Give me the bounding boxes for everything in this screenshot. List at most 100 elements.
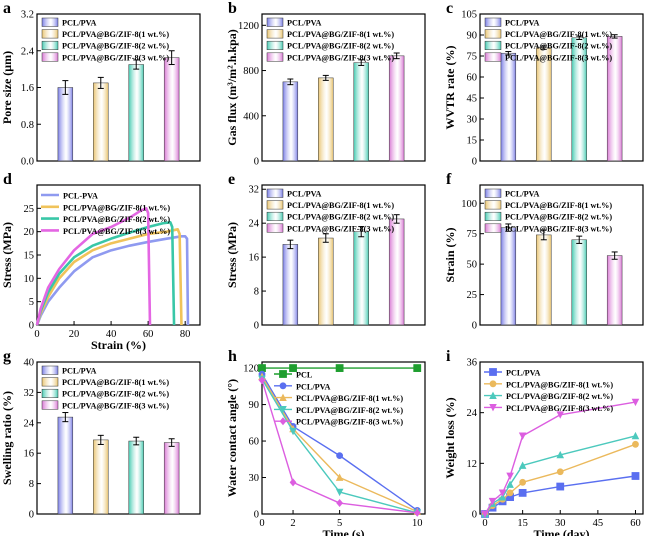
series-line <box>35 221 176 326</box>
panel-g: 0 8 16 24 32 40 Swelling ratio (%) g PCL/PVA PCL/… <box>0 348 201 521</box>
legend-label: PCL/PVA@BG/ZIF-8(2 wt.%) <box>505 42 612 51</box>
series-line <box>261 376 418 513</box>
y-axis-label: Gas flux (m³/m².h.kpa) <box>225 29 239 146</box>
bar <box>353 231 369 326</box>
data-point <box>289 427 297 436</box>
x-tick-label: 2 <box>290 518 295 529</box>
legend-label: PCL/PVA@BG/ZIF-8(3 wt.%) <box>62 53 169 62</box>
legend-swatch <box>484 40 502 50</box>
bar <box>128 64 144 162</box>
y-tick-label: 0 <box>254 510 259 521</box>
legend-label: PCL/PVA@BG/ZIF-8(1 wt.%) <box>287 201 394 210</box>
y-tick-label: 16 <box>249 253 260 264</box>
y-tick-label: 25 <box>467 290 478 301</box>
x-tick-label: 0 <box>259 518 264 529</box>
y-axis-label: Stress (MPa) <box>0 222 14 288</box>
legend-swatch <box>266 211 284 221</box>
bar <box>606 255 623 326</box>
bar <box>163 442 180 515</box>
y-tick-label: 50 <box>467 260 478 271</box>
y-tick-label: 90 <box>467 31 478 42</box>
legend-label: PCL/PVA@BG/ZIF-8(1 wt.%) <box>287 30 394 39</box>
legend-swatch <box>484 211 502 221</box>
data-point <box>518 461 527 469</box>
plot-frame <box>261 13 426 162</box>
legend-swatch <box>41 377 59 387</box>
y-tick-label: 20 <box>24 227 35 238</box>
legend-label: PCL/PVA@BG/ZIF-8(3 wt.%) <box>62 401 169 410</box>
data-point <box>279 406 287 414</box>
legend-swatch <box>266 52 284 62</box>
x-tick-label: 15 <box>517 518 528 529</box>
y-tick-label: 16 <box>24 449 35 460</box>
panel-h: 0 30 60 90 120 Water contact angle (°) h 0 2 5 10 T… <box>225 348 426 536</box>
legend-label: PCL/PVA <box>287 190 322 199</box>
data-point <box>489 368 497 376</box>
y-tick-label: 30 <box>467 115 478 126</box>
y-tick-label: 10 <box>24 274 35 285</box>
y-tick-label: 105 <box>461 10 477 21</box>
x-tick-label: 80 <box>180 329 191 340</box>
data-point <box>279 417 287 426</box>
y-tick-label: 0 <box>472 157 477 168</box>
x-tick-label: 20 <box>69 329 80 340</box>
x-tick-label: 30 <box>555 518 566 529</box>
x-tick-label: 45 <box>593 518 604 529</box>
panel-label: h <box>228 348 237 365</box>
data-point <box>498 489 507 497</box>
data-point <box>632 440 639 448</box>
y-axis-label: Swelling ratio (%) <box>0 391 14 485</box>
legend-label: PCL/PVA@BG/ZIF-8(1 wt.%) <box>506 380 613 389</box>
y-tick-label: 32 <box>24 388 35 399</box>
bar <box>500 52 517 162</box>
legend-swatch <box>41 365 59 375</box>
data-point <box>279 370 287 378</box>
legend-label: PCL/PVA@BG/ZIF-8(3 wt.%) <box>287 53 394 62</box>
legend-label: PCL/PVA <box>296 382 331 391</box>
data-point <box>631 398 640 407</box>
panel-c: 0 15 30 45 60 75 90 105 WVTR rate (%) c PCL/PVA PCL… <box>443 0 644 168</box>
panel-label: b <box>228 0 237 17</box>
x-tick-label: 5 <box>337 518 342 529</box>
y-tick-label: 15 <box>467 136 478 147</box>
bar <box>282 244 299 326</box>
x-axis-label: Strain (%) <box>91 338 146 352</box>
plot-frame <box>479 361 644 515</box>
data-point <box>556 482 565 491</box>
data-point <box>488 497 497 506</box>
legend-label: PCL-PVA <box>63 192 98 201</box>
bar <box>353 62 369 162</box>
bar <box>128 440 144 515</box>
x-tick-label: 0 <box>482 518 487 529</box>
legend-label: PCL/PVA@BG/ZIF-8(3 wt.%) <box>505 224 612 233</box>
panel-f: 0 25 50 75 100 Strain (%) f PCL/PVA PCL/PVA@BG/Z… <box>443 171 644 332</box>
data-point <box>289 478 297 487</box>
bar <box>318 77 334 162</box>
y-tick-label: 400 <box>243 111 259 122</box>
y-tick-label: 75 <box>467 52 478 63</box>
legend-label: PCL/PVA@BG/ZIF-8(2 wt.%) <box>287 213 394 222</box>
data-point <box>258 376 266 385</box>
legend-label: PCL <box>296 371 313 380</box>
data-point <box>489 404 497 412</box>
y-tick-label: 75 <box>467 229 478 240</box>
data-point <box>506 472 514 480</box>
legend-label: PCL/PVA <box>505 190 540 199</box>
x-tick-label: 60 <box>630 518 641 529</box>
legend-label: PCL/PVA@BG/ZIF-8(2 wt.%) <box>506 392 613 401</box>
panel-label: a <box>3 0 11 17</box>
bar <box>318 237 334 326</box>
y-tick-label: 0 <box>254 321 259 332</box>
legend-swatch <box>266 223 284 233</box>
plot-frame <box>36 361 201 515</box>
y-tick-label: 60 <box>249 437 260 448</box>
series-line <box>261 378 418 514</box>
data-point <box>631 472 640 480</box>
data-point <box>279 393 287 401</box>
x-tick-label: 60 <box>143 329 154 340</box>
y-tick-label: 24 <box>249 219 260 230</box>
data-point <box>556 468 564 476</box>
y-tick-label: 8 <box>254 287 259 298</box>
legend-swatch <box>266 17 284 27</box>
